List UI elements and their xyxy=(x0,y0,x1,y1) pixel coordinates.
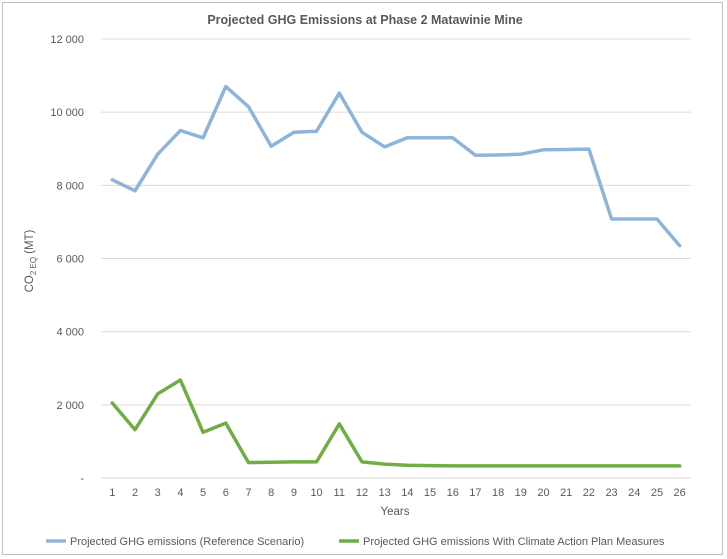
gridlines xyxy=(101,38,691,479)
x-tick-label: 21 xyxy=(560,487,572,499)
x-tick-label: 18 xyxy=(492,487,504,499)
x-tick-label: 4 xyxy=(177,487,183,499)
x-tick-label: 23 xyxy=(605,487,617,499)
series-line-1 xyxy=(110,84,682,248)
x-tick-label: 11 xyxy=(334,487,345,499)
x-axis-title: Years xyxy=(381,506,410,518)
x-tick-label: 2 xyxy=(132,487,138,499)
x-tick-label: 15 xyxy=(424,487,436,499)
chart-title: Projected GHG Emissions at Phase 2 Mataw… xyxy=(207,13,522,27)
y-axis-ticks: - 2 000 4 000 6 000 8 000 10 000 12 000 xyxy=(50,34,84,485)
y-axis-title-subscript: 2 EQ xyxy=(29,257,38,275)
y-tick-label: 10 000 xyxy=(50,107,84,119)
x-tick-label: 17 xyxy=(469,487,481,499)
y-axis-title-main: CO xyxy=(24,275,36,292)
legend-label: Projected GHG emissions (Reference Scena… xyxy=(70,536,304,548)
x-tick-label: 20 xyxy=(537,487,549,499)
x-tick-label: 12 xyxy=(356,487,368,499)
x-tick-label: 25 xyxy=(651,487,663,499)
y-tick-label: - xyxy=(80,473,84,485)
y-tick-label: 12 000 xyxy=(50,34,84,46)
x-axis-ticks: 1 2 3 4 5 6 7 8 9 10 11 12 13 14 15 16 17 18 19 20 21 22 23 24 2… xyxy=(109,487,685,499)
legend-label: Projected GHG emissions With Climate Act… xyxy=(363,536,665,548)
y-axis-title: CO2 EQ (MT) xyxy=(24,229,38,292)
y-tick-label: 4 000 xyxy=(56,327,84,339)
x-tick-label: 24 xyxy=(628,487,640,499)
line-chart: Projected GHG Emissions at Phase 2 Mataw… xyxy=(24,13,691,548)
x-tick-label: 6 xyxy=(223,487,229,499)
x-tick-label: 22 xyxy=(583,487,595,499)
y-tick-label: 6 000 xyxy=(56,254,84,266)
x-tick-label: 14 xyxy=(401,487,413,499)
x-tick-label: 26 xyxy=(674,487,686,499)
y-tick-label: 2 000 xyxy=(56,400,84,412)
x-tick-label: 16 xyxy=(447,487,459,499)
x-tick-label: 5 xyxy=(200,487,206,499)
x-tick-label: 13 xyxy=(379,487,391,499)
series-lines xyxy=(110,84,682,468)
x-tick-label: 8 xyxy=(268,487,274,499)
y-axis-title-unit: (MT) xyxy=(24,229,36,253)
x-tick-label: 19 xyxy=(515,487,527,499)
x-tick-label: 1 xyxy=(109,487,115,499)
series-line-2 xyxy=(110,378,682,468)
x-tick-label: 9 xyxy=(291,487,297,499)
legend: Projected GHG emissions (Reference Scena… xyxy=(46,536,665,548)
x-tick-label: 7 xyxy=(245,487,251,499)
x-tick-label: 10 xyxy=(310,487,322,499)
x-tick-label: 3 xyxy=(155,487,161,499)
y-tick-label: 8 000 xyxy=(56,180,84,192)
